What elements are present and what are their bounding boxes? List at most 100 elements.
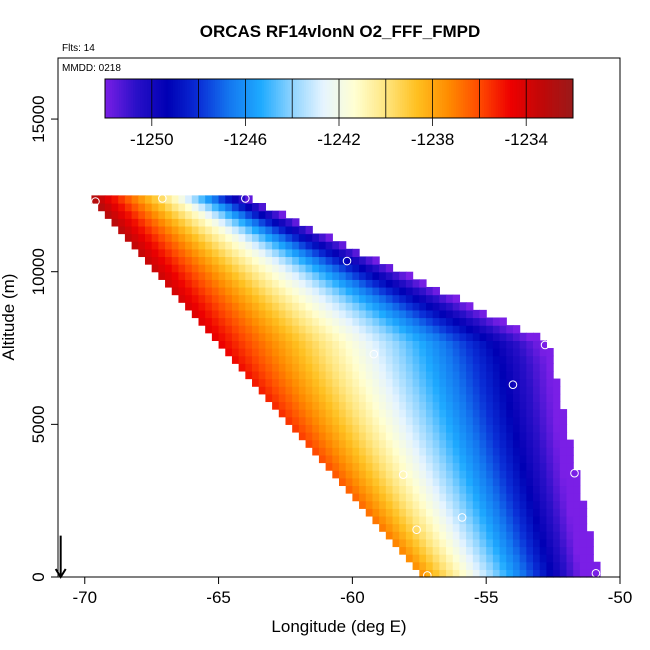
- heatmap-cell: [191, 309, 200, 319]
- heatmap-cell: [499, 531, 507, 540]
- heatmap-cell: [372, 500, 380, 509]
- heatmap-cell: [506, 370, 514, 380]
- heatmap-cell: [292, 386, 300, 395]
- heatmap-cell: [553, 409, 561, 418]
- heatmap-cell: [452, 523, 461, 532]
- heatmap-cell: [459, 462, 467, 471]
- heatmap-cell: [285, 386, 293, 395]
- heatmap-cell: [526, 462, 534, 471]
- heatmap-cell: [579, 515, 588, 525]
- heatmap-cell: [412, 401, 420, 410]
- heatmap-cell: [519, 363, 527, 372]
- heatmap-cell: [298, 370, 307, 380]
- heatmap-cell: [446, 370, 454, 380]
- heatmap-cell: [379, 515, 387, 525]
- heatmap-cell: [111, 195, 119, 204]
- heatmap-cell: [499, 317, 507, 326]
- heatmap-cell: [265, 340, 273, 349]
- heatmap-cell: [392, 515, 400, 525]
- heatmap-cell: [553, 538, 561, 548]
- colorbar-segment: [189, 79, 193, 118]
- heatmap-cell: [198, 241, 206, 250]
- heatmap-cell: [312, 416, 320, 425]
- heatmap-cell: [432, 393, 440, 403]
- heatmap-cell: [439, 355, 447, 364]
- heatmap-cell: [466, 477, 474, 487]
- colorbar-segment: [533, 79, 537, 118]
- heatmap-cell: [265, 218, 273, 227]
- heatmap-cell: [533, 561, 541, 570]
- heatmap-cell: [499, 401, 507, 410]
- heatmap-cell: [231, 294, 240, 303]
- heatmap-cell: [312, 294, 320, 303]
- heatmap-cell: [191, 286, 200, 296]
- heatmap-cell: [292, 294, 300, 303]
- heatmap-cell: [439, 386, 447, 395]
- heatmap-cell: [573, 477, 581, 487]
- heatmap-cell: [392, 286, 400, 296]
- heatmap-cell: [573, 485, 581, 494]
- colorbar-segment: [388, 79, 391, 118]
- heatmap-cell: [512, 531, 521, 540]
- colorbar-segment: [339, 79, 342, 118]
- colorbar-segment: [191, 79, 195, 118]
- heatmap-cell: [566, 508, 574, 517]
- heatmap-cell: [512, 500, 521, 509]
- heatmap-cell: [519, 569, 527, 578]
- x-axis-label: Longitude (deg E): [271, 617, 406, 636]
- heatmap-cell: [265, 348, 273, 357]
- heatmap-cell: [379, 431, 387, 441]
- heatmap-cell: [285, 241, 293, 250]
- heatmap-cell: [365, 454, 374, 464]
- heatmap-cell: [211, 302, 220, 311]
- heatmap-cell: [405, 309, 414, 319]
- heatmap-cell: [492, 325, 501, 334]
- heatmap-cell: [298, 294, 307, 303]
- heatmap-cell: [439, 508, 447, 517]
- heatmap-cell: [312, 302, 320, 311]
- heatmap-cell: [332, 370, 340, 380]
- heatmap-cell: [318, 424, 327, 433]
- heatmap-cell: [553, 386, 561, 395]
- heatmap-cell: [372, 325, 380, 334]
- heatmap-cell: [412, 378, 420, 387]
- heatmap-cell: [312, 424, 320, 433]
- heatmap-cell: [211, 210, 220, 219]
- heatmap-cell: [218, 325, 226, 334]
- heatmap-cell: [379, 424, 387, 433]
- heatmap-cell: [399, 508, 407, 517]
- heatmap-cell: [185, 195, 193, 204]
- heatmap-cell: [506, 515, 514, 525]
- heatmap-cell: [359, 409, 367, 418]
- annotation-flights: Flts: 14: [62, 43, 95, 54]
- heatmap-cell: [245, 348, 253, 357]
- colorbar-segment: [250, 79, 253, 118]
- heatmap-cell: [372, 348, 380, 357]
- heatmap-cell: [258, 248, 266, 258]
- heatmap-cell: [124, 233, 133, 242]
- heatmap-cell: [412, 454, 420, 464]
- heatmap-cell: [352, 355, 360, 364]
- heatmap-cell: [225, 233, 233, 242]
- heatmap-cell: [278, 256, 287, 265]
- heatmap-cell: [539, 538, 547, 548]
- heatmap-cell: [185, 302, 193, 311]
- heatmap-cell: [546, 508, 554, 517]
- colorbar-segment: [528, 79, 532, 118]
- heatmap-cell: [278, 386, 287, 395]
- heatmap-cell: [405, 523, 414, 532]
- heatmap-cell: [459, 538, 467, 548]
- heatmap-cell: [573, 508, 581, 517]
- colorbar-segment: [236, 79, 239, 118]
- heatmap-cell: [519, 378, 527, 387]
- colorbar-segment: [479, 79, 483, 118]
- heatmap-cell: [272, 401, 280, 410]
- heatmap-cell: [539, 424, 547, 433]
- colorbar-segment: [369, 79, 373, 118]
- heatmap-cell: [178, 233, 186, 242]
- heatmap-cell: [171, 203, 180, 212]
- heatmap-cell: [385, 470, 394, 479]
- heatmap-cell: [211, 325, 220, 334]
- heatmap-cell: [252, 218, 260, 227]
- heatmap-cell: [252, 294, 260, 303]
